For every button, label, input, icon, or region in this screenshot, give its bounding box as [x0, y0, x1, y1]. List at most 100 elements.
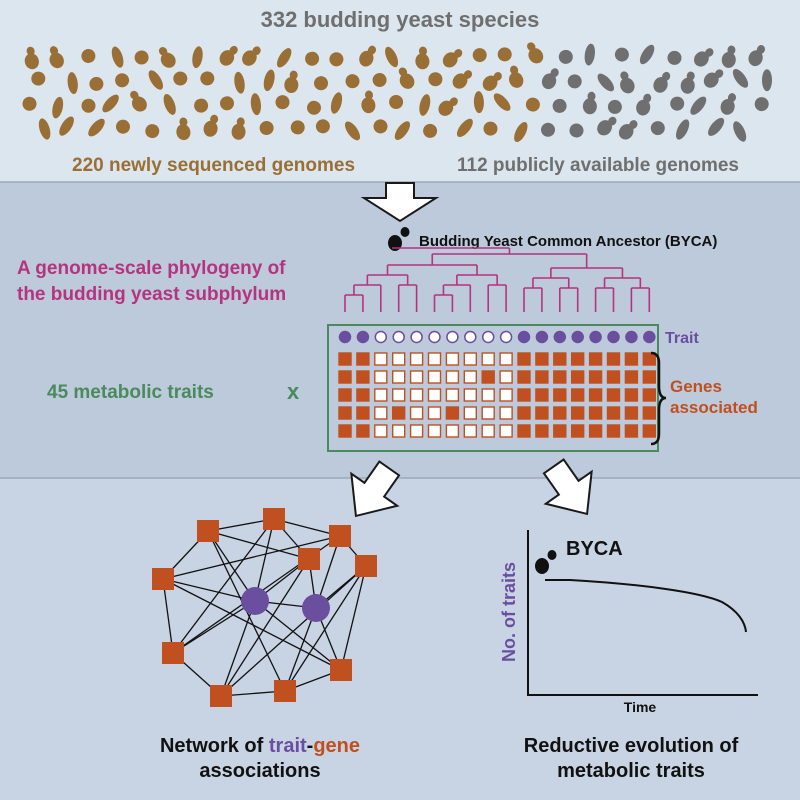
gene-node	[355, 555, 377, 577]
yeast-cell-icon	[552, 98, 567, 113]
yeast-cell-icon	[31, 71, 46, 86]
gene-presence-square	[642, 370, 656, 384]
network-edge	[162, 578, 256, 602]
trait-state-dot	[446, 330, 459, 344]
trait-state-dot	[517, 330, 531, 344]
yeast-cell-icon	[307, 100, 321, 115]
yeast-cell-icon	[305, 51, 320, 66]
yeast-cell-icon	[473, 91, 484, 114]
gene-presence-square	[445, 370, 460, 384]
network-edge	[340, 565, 367, 671]
gene-presence-square	[481, 424, 495, 438]
gene-presence-square	[356, 388, 370, 402]
gene-presence-square	[535, 406, 549, 420]
plot-ylabel: No. of traits	[499, 562, 519, 662]
yeast-cell-icon	[373, 119, 388, 134]
yeast-cell-icon	[667, 50, 682, 65]
gene-presence-square	[374, 388, 388, 402]
yeast-cell-icon	[748, 45, 765, 67]
yeast-cell-icon	[653, 71, 671, 93]
yeast-cell-icon	[614, 47, 629, 62]
trait-state-dot	[428, 330, 441, 344]
gene-presence-square	[392, 388, 406, 402]
gene-presence-square	[553, 352, 567, 366]
yeast-cell-icon	[483, 121, 498, 136]
yeast-cell-icon	[263, 69, 275, 92]
gene-presence-square	[427, 424, 442, 438]
yeast-cell-icon	[398, 67, 415, 89]
gene-presence-square	[338, 370, 352, 384]
trait-gene-matrix	[338, 330, 656, 438]
gene-presence-square	[481, 370, 495, 384]
gene-presence-square	[338, 424, 352, 438]
yeast-cell-icon	[59, 116, 74, 136]
yeast-cell-icon	[81, 98, 96, 113]
gene-presence-square	[517, 388, 531, 402]
yeast-cell-icon	[329, 52, 344, 67]
network-edge	[284, 565, 367, 692]
yeast-cell-icon	[394, 121, 411, 140]
gene-presence-square	[571, 388, 585, 402]
yeast-cell-icon	[423, 123, 438, 138]
yeast-cell-icon	[597, 116, 617, 136]
trait-state-dot	[589, 330, 602, 344]
network-caption-line2: associations	[199, 760, 320, 782]
network-edge	[254, 600, 342, 671]
plot-xlabel: Time	[624, 699, 657, 715]
yeast-cell-icon	[733, 121, 747, 142]
yeast-cell-icon	[176, 117, 191, 141]
gene-presence-square	[409, 406, 424, 420]
gene-presence-square	[499, 424, 513, 438]
gene-presence-square	[427, 388, 442, 402]
yeast-cell-icon	[219, 45, 238, 66]
gene-presence-square	[642, 352, 656, 366]
network-edge	[172, 518, 275, 654]
yeast-cell-icon	[163, 93, 176, 115]
byca-label: BYCA	[566, 538, 623, 560]
gene-presence-square	[427, 406, 442, 420]
yeast-cell-icon	[315, 119, 330, 134]
gene-presence-square	[535, 424, 549, 438]
gene-presence-square	[499, 370, 513, 384]
gene-presence-square	[571, 406, 585, 420]
gene-presence-square	[624, 370, 639, 384]
yeast-cell-icon	[690, 96, 707, 115]
genes-label-line2: associated	[670, 398, 758, 417]
network-caption-line1: Network of trait-gene	[160, 735, 360, 757]
gene-presence-square	[499, 406, 513, 420]
gene-presence-square	[374, 406, 388, 420]
gene-presence-square	[463, 370, 477, 384]
trait-state-dot	[464, 330, 477, 344]
network-edge	[220, 565, 367, 697]
gene-presence-square	[553, 370, 567, 384]
gene-presence-square	[606, 424, 621, 438]
gene-presence-square	[624, 388, 639, 402]
yeast-cell-icon	[525, 97, 540, 112]
yeast-cell-icon	[720, 93, 737, 115]
yeast-cell-icon	[703, 69, 724, 88]
yeast-cell-icon	[607, 99, 622, 114]
gene-node	[298, 548, 320, 570]
yeast-cell-icon	[456, 118, 473, 138]
gene-node	[330, 659, 352, 681]
gene-presence-square	[481, 352, 495, 366]
gene-presence-square	[499, 352, 513, 366]
gene-presence-square	[588, 424, 603, 438]
trait-label: Trait	[665, 330, 699, 347]
yeast-cell-icon	[670, 96, 685, 111]
gene-presence-square	[392, 424, 406, 438]
gene-presence-square	[445, 388, 460, 402]
gene-presence-square	[624, 352, 639, 366]
gene-presence-square	[642, 424, 656, 438]
trait-state-dot	[553, 330, 567, 344]
gene-node	[162, 642, 184, 664]
gene-presence-square	[374, 370, 388, 384]
trait-state-dot	[535, 330, 549, 344]
yeast-cell-icon	[194, 98, 209, 113]
trait-state-dot	[356, 330, 370, 344]
trait-state-dot	[374, 330, 388, 344]
yeast-cell-icon	[148, 70, 164, 90]
yeast-cell-icon	[284, 70, 299, 93]
yeast-cell-icon	[130, 90, 147, 112]
